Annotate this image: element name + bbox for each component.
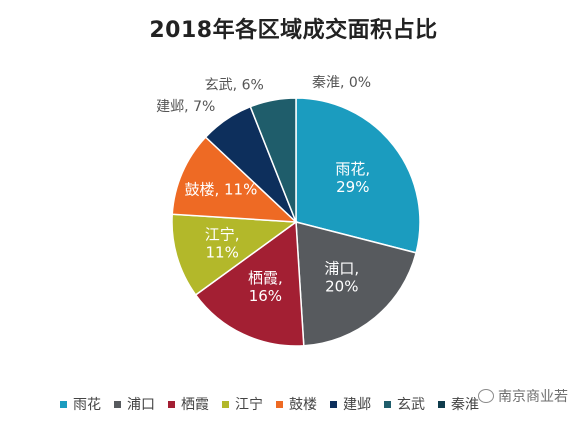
legend-swatch — [330, 400, 337, 408]
pie-slices — [171, 97, 421, 347]
legend-label: 江宁 — [235, 397, 263, 413]
legend-label: 秦淮 — [451, 397, 479, 413]
legend-item-4: 江宁 — [222, 394, 263, 414]
data-label-5: 鼓楼, 11% — [184, 181, 257, 199]
legend-swatch — [438, 400, 445, 408]
legend-label: 鼓楼 — [289, 397, 317, 413]
pie-slice-5 — [171, 136, 299, 223]
data-label-1: 雨花, 29% — [335, 160, 370, 196]
legend-item-5: 鼓楼 — [276, 394, 317, 414]
legend-item-7: 玄武 — [384, 394, 425, 414]
chart-legend: 雨花 浦口 栖霞 江宁 鼓楼 建邺 玄武 秦淮 — [60, 393, 479, 415]
pie-slice-4 — [171, 213, 299, 296]
legend-swatch — [60, 400, 67, 408]
data-label-3: 栖霞, 16% — [248, 269, 283, 305]
legend-label: 栖霞 — [181, 397, 209, 413]
data-label-8: 秦淮, 0% — [312, 75, 371, 91]
data-label-4: 江宁, 11% — [205, 225, 240, 261]
legend-item-8: 秦淮 — [438, 394, 479, 414]
legend-label: 雨花 — [73, 397, 101, 413]
pie-slice-3 — [194, 220, 305, 347]
legend-swatch — [384, 400, 391, 408]
data-label-7: 玄武, 6% — [205, 77, 264, 94]
legend-item-2: 浦口 — [114, 394, 155, 414]
pie-slice-2 — [295, 221, 418, 347]
legend-swatch — [222, 400, 229, 408]
pie-slice-7 — [249, 97, 297, 223]
legend-label: 建邺 — [343, 397, 371, 413]
wechat-icon — [478, 389, 494, 403]
chart-title: 2018年各区域成交面积占比 — [149, 18, 438, 43]
legend-item-3: 栖霞 — [168, 394, 209, 414]
watermark-text: 南京商业若 — [498, 389, 568, 405]
legend-label: 浦口 — [127, 397, 155, 413]
legend-swatch — [114, 400, 121, 408]
pie-slice-1 — [295, 97, 421, 254]
data-label-6: 建邺, 7% — [156, 99, 215, 115]
legend-item-1: 雨花 — [60, 394, 101, 414]
legend-swatch — [168, 400, 175, 408]
pie-labels: 雨花, 29% 浦口, 20% 栖霞, 16%江宁, 11% 鼓楼, 11% 建邺, 7% 玄武,… — [156, 75, 371, 305]
legend-label: 玄武 — [397, 397, 425, 413]
legend-swatch — [276, 400, 283, 408]
data-label-2: 浦口, 20% — [324, 259, 359, 295]
watermark: 南京商业若 — [478, 386, 568, 406]
legend-item-6: 建邺 — [330, 394, 371, 414]
